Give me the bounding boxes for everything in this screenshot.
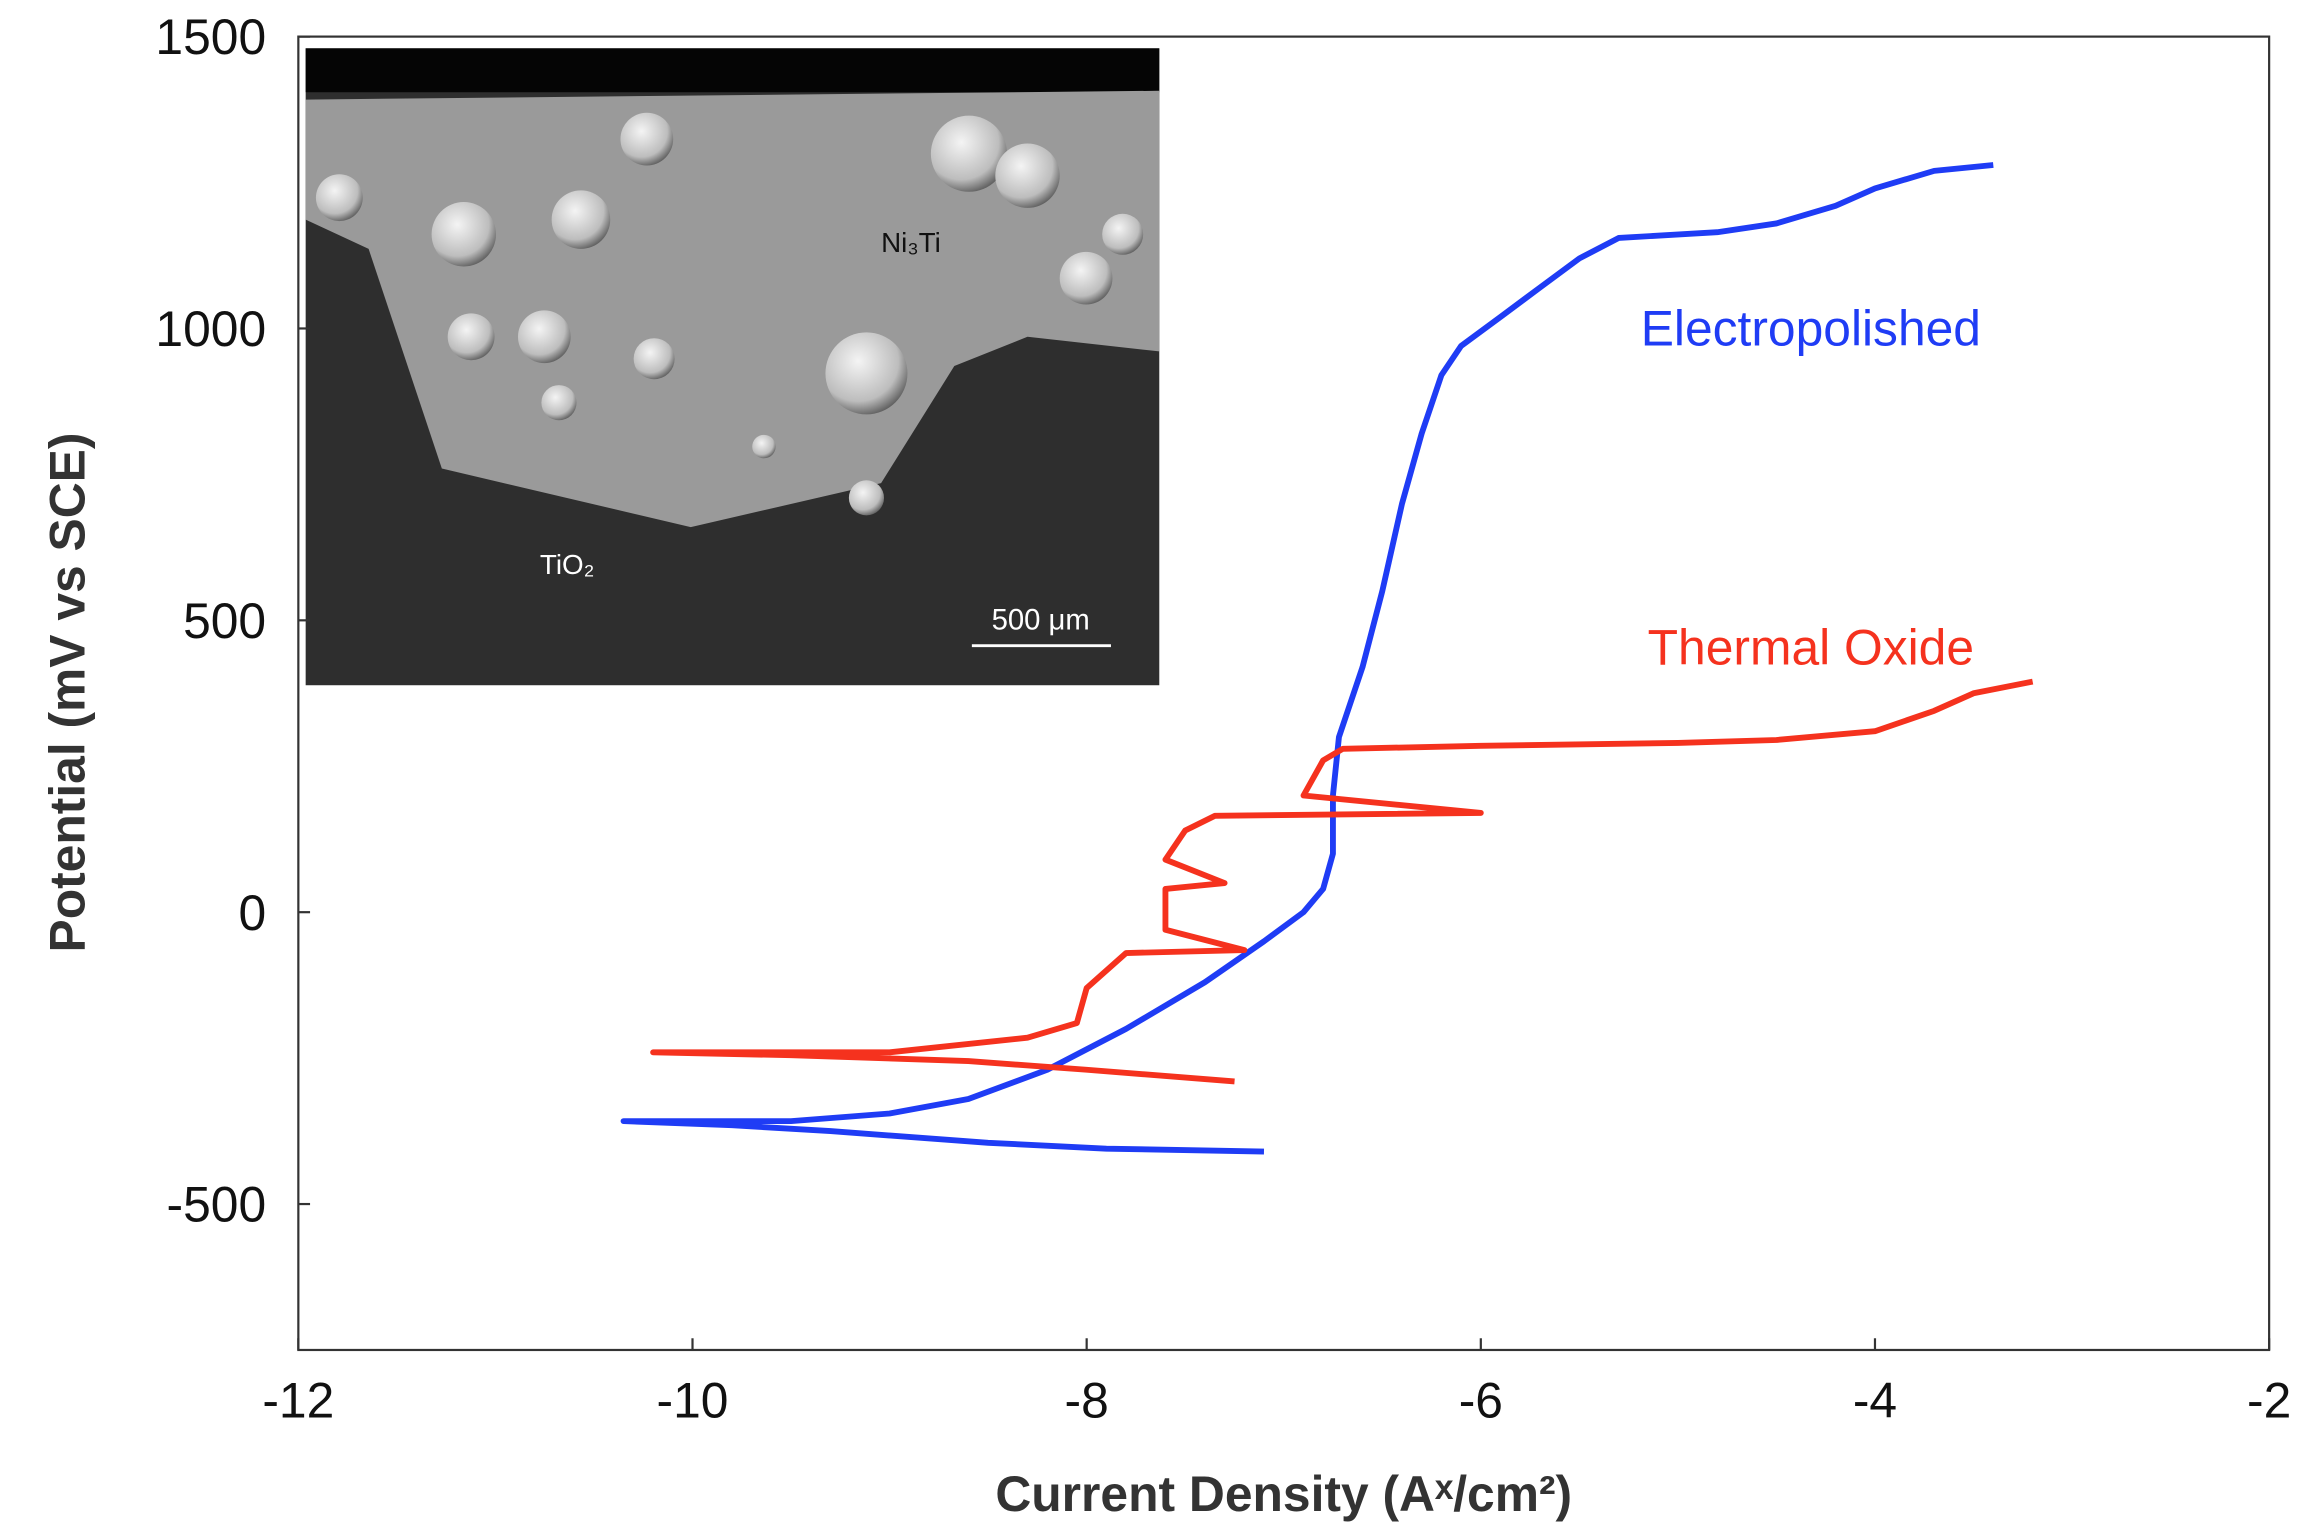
y-tick-label: 1000: [155, 301, 266, 357]
y-axis-label: Potential (mV vs SCE): [40, 433, 96, 953]
series-line: [653, 682, 2033, 1082]
x-tick-label: -10: [657, 1372, 729, 1428]
x-tick-label: -12: [262, 1372, 334, 1428]
x-tick-label: -6: [1459, 1372, 1503, 1428]
chart: Ni₃Ti TiO₂ 500 μm Current Density (Aˣ/cm…: [0, 0, 2301, 1533]
x-tick-label: -2: [2247, 1372, 2291, 1428]
y-tick-label: -500: [167, 1177, 267, 1233]
inset-image: [306, 48, 1160, 685]
series-label: Thermal Oxide: [1648, 620, 1974, 676]
y-tick-label: 0: [238, 885, 266, 941]
page: Ni₃Ti TiO₂ 500 μm Current Density (Aˣ/cm…: [0, 0, 2301, 1533]
inset-label: TiO₂: [540, 549, 595, 580]
x-tick-label: -4: [1853, 1372, 1897, 1428]
inset-label: Ni₃Ti: [881, 227, 941, 258]
series-label: Electropolished: [1641, 301, 1981, 357]
y-tick-label: 1500: [155, 9, 266, 65]
scale-bar-label: 500 μm: [992, 604, 1090, 637]
y-tick-label: 500: [183, 593, 266, 649]
x-tick-label: -8: [1065, 1372, 1109, 1428]
x-axis-label: Current Density (Aˣ/cm²): [995, 1466, 1572, 1522]
